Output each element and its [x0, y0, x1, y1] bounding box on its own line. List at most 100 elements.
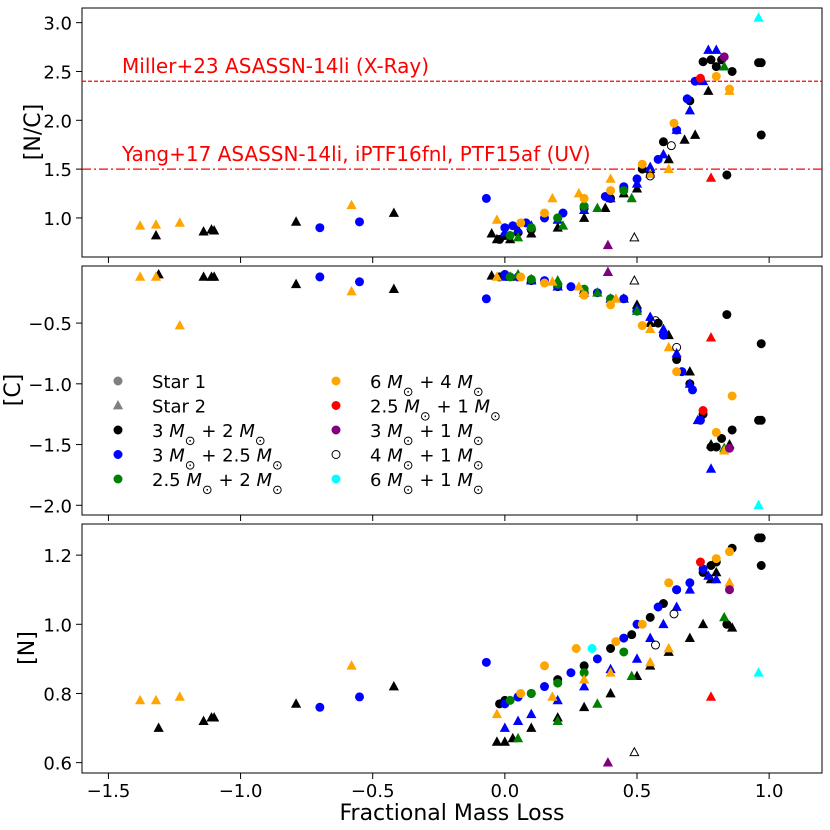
point-triangle-3+2.5: [526, 708, 537, 719]
point-triangle-3+2: [491, 736, 503, 746]
point-triangle-3+2: [491, 233, 503, 244]
point-triangle-3+2: [727, 622, 738, 632]
point-circle-3+2: [756, 561, 766, 570]
panel-nc-xticks: [107, 257, 770, 263]
point-circle-2.5+2: [553, 213, 563, 223]
legend-label-marker: Star 1: [152, 372, 206, 393]
point-triangle-6+4: [579, 674, 590, 684]
point-triangle-3+2: [388, 283, 399, 293]
ytick-label: −0.5: [28, 314, 72, 335]
point-triangle-3+2: [388, 207, 399, 217]
ytick-label: 1.5: [43, 160, 72, 181]
panel-nitrogen-frame: [81, 523, 823, 774]
point-triangle-6+4: [174, 691, 185, 701]
point-circle-6+4: [540, 661, 549, 671]
point-circle-3+2: [706, 55, 716, 65]
point-circle-3+2.5: [592, 654, 602, 664]
panel-carbon: −2.0 −1.5 −1.0 −0.5 [C]: [1, 265, 823, 521]
point-circle-3+2: [658, 137, 668, 147]
point-triangle-6+4: [663, 341, 674, 352]
ytick-label: 1.0: [43, 209, 72, 230]
ytick-label: −1.0: [28, 375, 72, 396]
point-circle-3+2.5: [619, 294, 629, 304]
point-triangle-6+4: [346, 660, 357, 670]
xtick-label: 1.0: [755, 781, 784, 802]
ytick-label: 3.0: [43, 14, 72, 35]
point-triangle-3+1: [602, 239, 614, 250]
point-circle-2.5+1: [698, 406, 708, 416]
point-triangle-3+2: [579, 701, 590, 712]
point-triangle-6+4: [491, 271, 503, 281]
point-triangle-3+2: [690, 129, 701, 139]
point-circle-6+4: [516, 272, 526, 282]
panel-carbon-points: [135, 266, 766, 510]
ytick-label: −2.0: [28, 496, 72, 517]
point-circle-3+2.5: [540, 682, 549, 692]
point-triangle-3+2.5: [658, 323, 669, 334]
point-circle-3+2.5: [315, 223, 325, 233]
point-triangle-3+1: [602, 266, 614, 276]
panel-nitrogen-points: [135, 533, 766, 767]
point-triangle-3+2: [290, 216, 302, 226]
point-circle-3+2: [727, 66, 737, 76]
panel-nc-yticks: 1.0 1.5 2.0 2.5 3.0: [43, 14, 82, 230]
point-triangle-6+4: [573, 281, 584, 291]
point-circle-3+2.5: [566, 668, 576, 678]
legend-marker-system: [331, 450, 341, 459]
point-circle-6+4: [664, 578, 674, 588]
point-triangle-3+2.5: [631, 653, 643, 663]
legend-marker-system: [113, 450, 123, 459]
xtick-label: −0.5: [351, 781, 395, 802]
point-circle-3+2: [756, 533, 766, 543]
panel-carbon-yticks: −2.0 −1.5 −1.0 −0.5: [28, 314, 82, 517]
legend-marker-system: [331, 376, 341, 386]
point-triangle-3+2: [388, 680, 399, 691]
point-triangle-3+2: [198, 715, 209, 725]
point-triangle-6+4: [346, 285, 357, 296]
point-triangle-6+4: [174, 319, 185, 330]
ytick-label: 1.0: [43, 615, 72, 636]
point-circle-3+2.5: [672, 585, 682, 595]
panel-nc-ratio: 1.0 1.5 2.0 2.5 3.0 [N/C] Miller+23 ASASSN-1…: [21, 7, 823, 263]
point-triangle-3+2: [150, 229, 162, 240]
point-triangle-2.5+1: [705, 332, 717, 342]
point-triangle-2.5+2: [626, 192, 637, 203]
point-triangle-6+4: [573, 187, 584, 198]
panel-nitrogen-ylabel: [N]: [15, 631, 40, 665]
panel-nc-points: [135, 12, 766, 250]
point-triangle-3+2: [526, 228, 537, 238]
point-circle-3+2: [645, 612, 655, 622]
point-triangle-3+2: [153, 722, 164, 732]
panel-nc-reference-lines: [82, 80, 822, 170]
point-triangle-4+1: [629, 275, 640, 285]
point-circle-2.5+1: [695, 73, 705, 83]
point-triangle-6+4: [150, 694, 162, 705]
point-triangle-6+4: [150, 219, 162, 229]
point-triangle-3+2.5: [684, 378, 695, 388]
point-circle-6+4: [711, 71, 721, 81]
point-triangle-3+2: [209, 712, 220, 722]
legend-label-system: 2.5 M⊙ + 2 M⊙: [152, 470, 283, 498]
point-circle-3+2.5: [481, 657, 491, 667]
point-circle-3+2: [711, 62, 721, 72]
point-circle-3+2: [606, 644, 616, 653]
panel-nitrogen-yticks: 0.6 0.8 1.0 1.2: [43, 546, 82, 775]
point-triangle-3+2: [486, 228, 497, 238]
point-circle-3+2.5: [508, 221, 518, 231]
point-triangle-3+2.5: [499, 722, 510, 732]
point-triangle-3+2.5: [658, 618, 669, 629]
point-triangle-6+4: [605, 667, 616, 677]
point-circle-2.5+2: [619, 186, 629, 196]
point-circle-4+1: [672, 342, 682, 352]
point-triangle-6+4: [663, 642, 674, 653]
point-triangle-2.5+1: [705, 691, 717, 701]
point-triangle-6+4: [645, 656, 656, 667]
point-triangle-6+4: [491, 214, 503, 224]
legend-label-system: 6 M⊙ + 1 M⊙: [370, 470, 484, 498]
ytick-label: 2.0: [43, 111, 72, 132]
legend-label-system: 4 M⊙ + 1 M⊙: [370, 446, 484, 474]
point-triangle-6+4: [724, 85, 735, 95]
point-circle-3+2.5: [481, 294, 491, 304]
point-triangle-3+2.5: [711, 44, 722, 54]
